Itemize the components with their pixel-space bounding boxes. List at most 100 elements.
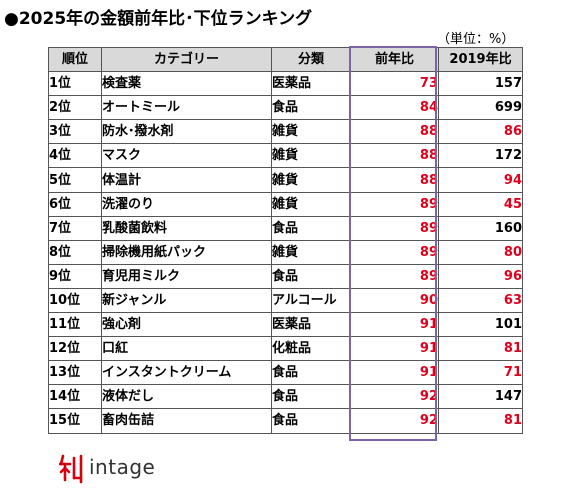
rank-cell: 8位 [48,239,102,265]
vs-2019-cell: 80 [438,239,523,265]
yoy-cell: 88 [350,167,439,193]
table-row: 6位 洗濯のり 雑貨 89 45 [48,191,523,217]
yoy-cell: 91 [350,360,439,386]
class-cell: 化粧品 [271,336,351,362]
table-row: 13位 インスタントクリーム 食品 91 71 [48,360,523,386]
class-cell: 雑貨 [271,167,351,193]
yoy-cell: 89 [350,239,439,265]
category-cell: 防水･撥水剤 [101,119,272,145]
page-title: ●2025年の金額前年比･下位ランキング [4,9,313,29]
class-cell: 医薬品 [271,312,351,338]
intage-logo-text: intage [89,455,156,479]
yoy-cell: 92 [350,384,439,410]
yoy-cell: 89 [350,263,439,289]
category-cell: 掃除機用紙パック [101,239,272,265]
table-row: 10位 新ジャンル アルコール 90 63 [48,287,523,314]
table-row: 4位 マスク 雑貨 88 172 [48,143,523,169]
class-cell: 雑貨 [271,239,351,265]
yoy-cell: 84 [350,95,439,121]
category-cell: オートミール [101,95,272,121]
yoy-cell: 73 [350,71,439,97]
yoy-cell: 89 [350,191,439,217]
rank-cell: 13位 [48,360,102,386]
header-category: カテゴリー [101,46,272,73]
category-cell: インスタントクリーム [101,360,272,386]
rank-cell: 11位 [48,312,102,338]
table-row: 3位 防水･撥水剤 雑貨 88 86 [48,119,523,145]
rank-cell: 14位 [48,384,102,410]
header-vs-2019: 2019年比 [438,46,523,73]
rank-cell: 1位 [48,71,102,97]
table-row: 2位 オートミール 食品 84 699 [48,95,523,121]
category-cell: 畜肉缶詰 [101,408,272,434]
rank-cell: 2位 [48,95,102,121]
vs-2019-cell: 45 [438,191,523,217]
vs-2019-cell: 147 [438,384,523,410]
yoy-cell: 88 [350,119,439,145]
vs-2019-cell: 160 [438,215,523,241]
table-row: 15位 畜肉缶詰 食品 92 81 [48,408,523,434]
category-cell: 洗濯のり [101,191,272,217]
vs-2019-cell: 157 [438,71,523,97]
table-row: 1位 検査薬 医薬品 73 157 [48,71,523,97]
class-cell: 食品 [271,263,351,289]
table-row: 7位 乳酸菌飲料 食品 89 160 [48,215,523,241]
class-cell: 食品 [271,360,351,386]
table-row: 8位 掃除機用紙パック 雑貨 89 80 [48,239,523,265]
table-row: 5位 体温計 雑貨 88 94 [48,167,523,193]
yoy-cell: 89 [350,215,439,241]
yoy-cell: 88 [350,143,439,169]
vs-2019-cell: 699 [438,95,523,121]
vs-2019-cell: 86 [438,119,523,145]
vs-2019-cell: 172 [438,143,523,169]
category-cell: 液体だし [101,384,272,410]
table-row: 9位 育児用ミルク 食品 89 96 [48,263,523,289]
class-cell: 食品 [271,384,351,410]
yoy-cell: 91 [350,312,439,338]
class-cell: 医薬品 [271,71,351,97]
table-row: 14位 液体だし 食品 92 147 [48,384,523,410]
rank-cell: 15位 [48,408,102,434]
category-cell: 新ジャンル [101,287,272,314]
yoy-cell: 91 [350,336,439,362]
table-row: 12位 口紅 化粧品 91 81 [48,336,523,362]
category-cell: マスク [101,143,272,169]
vs-2019-cell: 81 [438,408,523,434]
rank-cell: 10位 [48,287,102,314]
class-cell: 雑貨 [271,191,351,217]
category-cell: 育児用ミルク [101,263,272,289]
vs-2019-cell: 63 [438,287,523,314]
rank-cell: 4位 [48,143,102,169]
category-cell: 体温計 [101,167,272,193]
vs-2019-cell: 96 [438,263,523,289]
category-cell: 乳酸菌飲料 [101,215,272,241]
rank-cell: 6位 [48,191,102,217]
ranking-table: 順位 カテゴリー 分類 前年比 2019年比 1位 検査薬 医薬品 73 157 2位 オー… [48,46,523,434]
rank-cell: 7位 [48,215,102,241]
rank-cell: 9位 [48,263,102,289]
rank-cell: 3位 [48,119,102,145]
category-cell: 口紅 [101,336,272,362]
rank-cell: 5位 [48,167,102,193]
class-cell: 食品 [271,408,351,434]
rank-cell: 12位 [48,336,102,362]
table-row: 11位 強心剤 医薬品 91 101 [48,312,523,338]
header-yoy: 前年比 [350,46,439,73]
category-cell: 検査薬 [101,71,272,97]
header-rank: 順位 [48,46,102,73]
yoy-cell: 92 [350,408,439,434]
class-cell: 雑貨 [271,143,351,169]
table-header-row: 順位 カテゴリー 分類 前年比 2019年比 [48,46,523,73]
unit-note: （単位：%） [437,32,515,47]
class-cell: アルコール [271,287,351,314]
header-class: 分類 [271,46,351,73]
category-cell: 強心剤 [101,312,272,338]
class-cell: 食品 [271,215,351,241]
intage-logo-icon [59,454,83,484]
class-cell: 雑貨 [271,119,351,145]
vs-2019-cell: 81 [438,336,523,362]
yoy-cell: 90 [350,287,439,314]
class-cell: 食品 [271,95,351,121]
vs-2019-cell: 71 [438,360,523,386]
vs-2019-cell: 94 [438,167,523,193]
